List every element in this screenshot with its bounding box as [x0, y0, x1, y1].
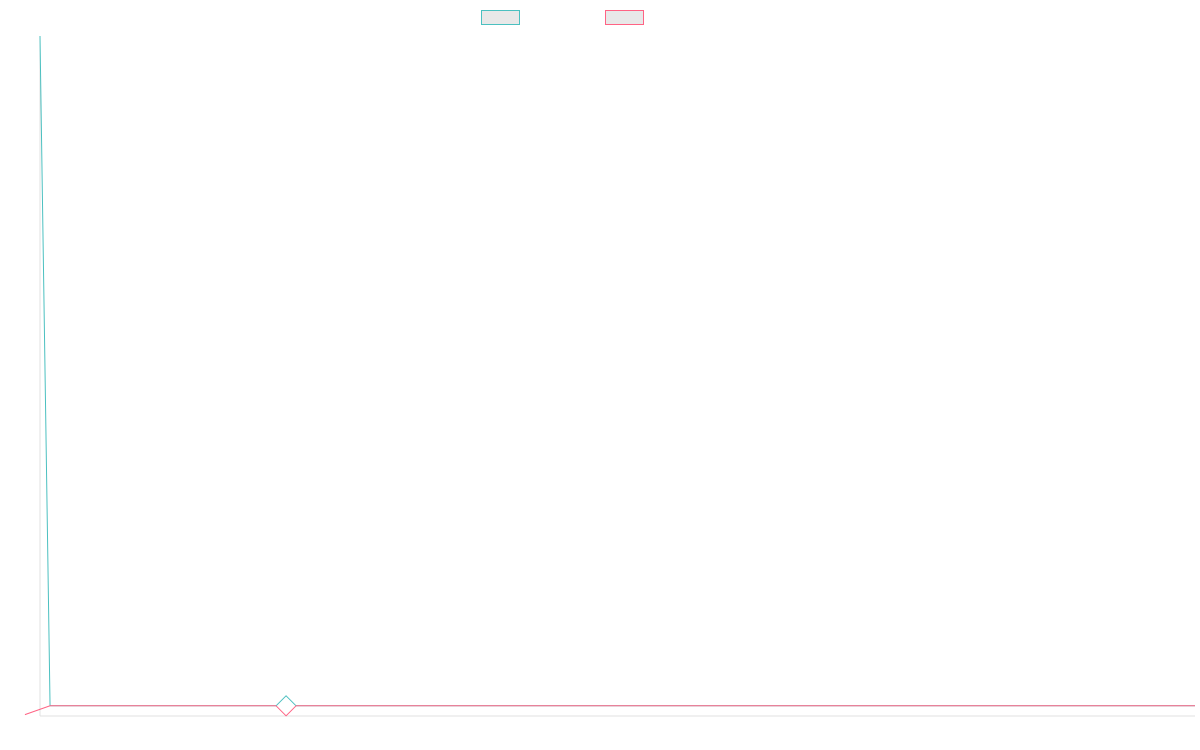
legend-swatch-series-1[interactable] [481, 10, 520, 25]
series-line-2 [24, 705, 1195, 716]
diamond-marker-bottom[interactable] [275, 705, 297, 717]
series-line-1 [39, 35, 1195, 707]
legend-swatch-series-2[interactable] [605, 10, 644, 25]
marker-fill [276, 695, 297, 716]
marker-layer [275, 695, 297, 717]
diamond-marker-top[interactable] [275, 695, 297, 707]
series-layer [24, 35, 1195, 716]
